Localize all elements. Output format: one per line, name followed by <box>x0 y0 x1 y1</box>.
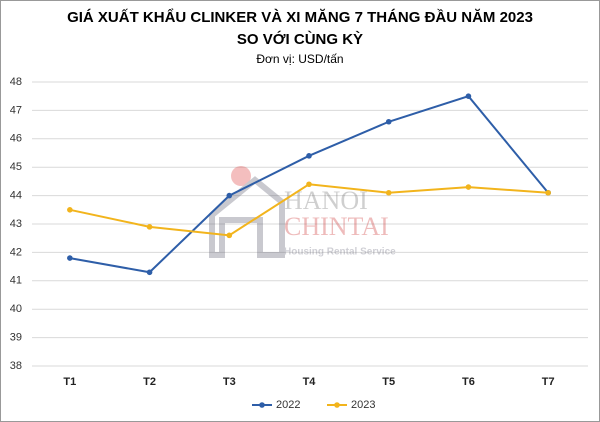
y-tick-label: 41 <box>10 275 22 287</box>
data-point <box>545 189 551 196</box>
y-tick-label: 39 <box>10 332 22 344</box>
y-tick-label: 38 <box>10 360 22 372</box>
watermark-dot <box>231 166 251 186</box>
x-tick-label: T3 <box>223 376 236 388</box>
chart-subtitle: SO VỚI CÙNG KỲ <box>237 30 363 48</box>
watermark-text: Housing Rental Service <box>284 247 396 258</box>
y-tick-label: 42 <box>10 246 22 258</box>
x-tick-label: T1 <box>63 376 76 388</box>
y-tick-label: 45 <box>10 161 22 173</box>
data-point <box>226 232 233 239</box>
data-point <box>385 189 392 196</box>
data-point <box>146 269 153 276</box>
x-tick-label: T2 <box>143 376 156 388</box>
data-point <box>465 93 472 99</box>
x-tick-label: T4 <box>303 376 317 388</box>
data-point <box>67 255 73 261</box>
y-tick-label: 43 <box>10 218 22 230</box>
y-tick-label: 47 <box>10 104 22 116</box>
y-tick-label: 44 <box>10 190 22 202</box>
y-tick-label: 48 <box>10 76 22 88</box>
x-tick-label: T7 <box>542 376 555 388</box>
legend-label: 2022 <box>276 399 300 411</box>
x-tick-label: T6 <box>462 376 475 388</box>
unit-label: Đơn vị: USD/tấn <box>256 52 343 66</box>
watermark-house <box>209 176 285 258</box>
data-point <box>465 184 472 190</box>
chart-title: GIÁ XUẤT KHẨU CLINKER VÀ XI MĂNG 7 THÁNG… <box>67 8 533 26</box>
data-point <box>226 192 233 199</box>
watermark-text: CHINTAI <box>284 212 389 241</box>
y-tick-label: 40 <box>10 303 22 315</box>
legend-marker <box>334 402 340 408</box>
data-point <box>67 207 73 213</box>
y-tick-label: 46 <box>10 133 22 145</box>
data-point <box>306 153 312 159</box>
legend-marker <box>259 402 265 408</box>
x-tick-label: T5 <box>382 376 395 388</box>
legend-label: 2023 <box>351 399 375 411</box>
data-point <box>306 181 312 188</box>
watermark-text: HANOI <box>284 186 368 215</box>
data-point <box>146 224 153 230</box>
data-point <box>385 118 392 125</box>
